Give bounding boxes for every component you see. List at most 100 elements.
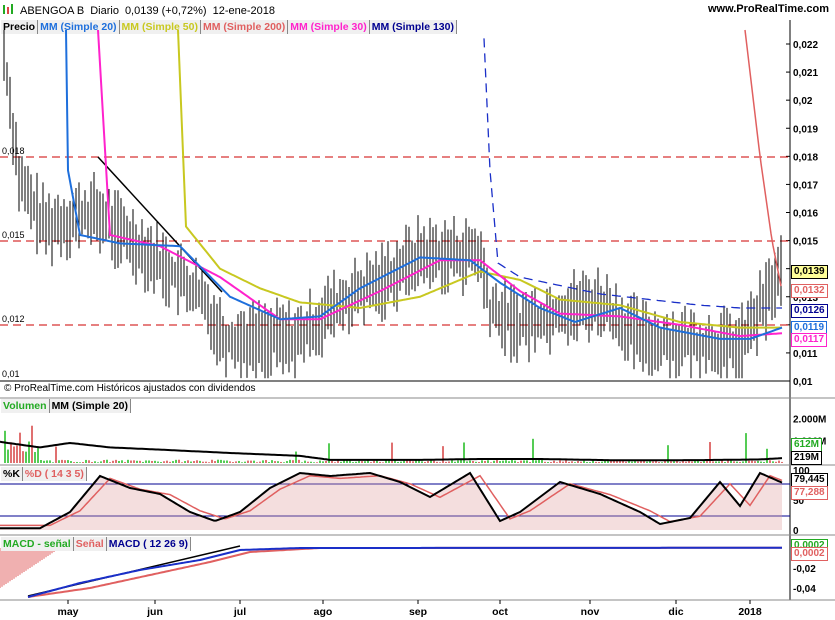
volume-bar (34, 452, 36, 463)
volume-bar (418, 460, 420, 463)
volume-bar (73, 462, 75, 463)
volume-bar (187, 460, 189, 463)
volume-bar (634, 460, 636, 463)
volume-bar (97, 462, 99, 463)
volume-bar (586, 462, 588, 463)
volume-bar (22, 451, 24, 463)
legend-stoch-d[interactable]: %D ( 14 3 5) (22, 467, 87, 481)
volume-bar (148, 460, 150, 463)
volume-bar (703, 461, 705, 463)
volume-bar (706, 459, 708, 463)
volume-bar (217, 459, 219, 463)
legend-stoch-k[interactable]: %K (1, 467, 23, 481)
legend-volume-ma[interactable]: MM (Simple 20) (49, 399, 131, 413)
volume-bar (250, 460, 252, 463)
last-price: 0,0139 (+0,72%) (124, 4, 207, 17)
volume-bar (175, 459, 177, 463)
volume-bar (520, 460, 522, 463)
volume-bar (652, 461, 654, 463)
volume-bar (742, 461, 744, 463)
volume-bar (730, 459, 732, 463)
volume-bar (544, 461, 546, 463)
volume-bar (487, 460, 489, 463)
volume-bar (553, 460, 555, 463)
month-label: may (57, 606, 78, 618)
legend-mm200[interactable]: MM (Simple 200) (200, 20, 289, 34)
volume-bar (139, 460, 141, 463)
volume-bar (469, 460, 471, 463)
legend-macd-hist[interactable]: MACD - señal (1, 537, 74, 551)
volume-bar (562, 461, 564, 463)
volume-bar (727, 460, 729, 463)
level-012: 0,012 (2, 314, 25, 324)
volume-bar (316, 462, 318, 463)
volume-bar (595, 461, 597, 463)
volume-bar (268, 462, 270, 463)
volume-bar (445, 461, 447, 463)
volume-bar (184, 461, 186, 463)
volume-bar (685, 461, 687, 463)
mm30-line (97, 29, 783, 338)
volume-bar (682, 460, 684, 463)
volume-bar (604, 459, 606, 463)
volume-bar (481, 460, 483, 463)
volume-bar (673, 461, 675, 463)
legend-price[interactable]: Precio (1, 20, 39, 34)
legend-macd-signal[interactable]: Señal (73, 537, 107, 551)
volume-bar (79, 462, 81, 463)
volume-bar (607, 460, 609, 463)
copyright: © ProRealTime.com Históricos ajustados c… (4, 383, 256, 394)
volume-bar (745, 433, 747, 463)
month-label: oct (492, 606, 508, 618)
volume-bar (649, 460, 651, 463)
volume-bar (688, 460, 690, 463)
volume-bar (283, 462, 285, 463)
volume-bar (484, 460, 486, 463)
volume-bar (475, 461, 477, 463)
volume-bar (646, 461, 648, 463)
volume-bar (589, 462, 591, 463)
volume-bar (385, 460, 387, 463)
volume-bar (127, 459, 129, 463)
site-link[interactable]: www.ProRealTime.com (707, 3, 829, 15)
volume-bar (136, 460, 138, 463)
volume-bar (550, 462, 552, 463)
legend-volume[interactable]: Volumen (1, 399, 50, 413)
month-label: 2018 (738, 606, 762, 618)
volume-bar (394, 460, 396, 463)
volume-bar (145, 460, 147, 463)
volume-bar (517, 462, 519, 463)
price-tick-label: 0,013 (793, 293, 818, 304)
volume-bar (532, 438, 534, 463)
volume-bar (739, 461, 741, 463)
price-tick-label: 0,018 (793, 152, 818, 163)
volume-bar (94, 461, 96, 463)
volume-bar (538, 459, 540, 463)
volume-bar (628, 460, 630, 463)
price-tick-label: 0,022 (793, 40, 818, 51)
volume-bar (457, 460, 459, 463)
volume-bar (526, 460, 528, 463)
legend-mm30[interactable]: MM (Simple 30) (288, 20, 370, 34)
volume-bar (40, 460, 42, 463)
volume-bar (733, 461, 735, 463)
volume-bar (325, 460, 327, 463)
volume-bar (121, 460, 123, 463)
volume-bar (556, 462, 558, 463)
volume-bar (421, 461, 423, 463)
legend-mm20[interactable]: MM (Simple 20) (38, 20, 120, 34)
legend-mm130[interactable]: MM (Simple 130) (369, 20, 457, 34)
volume-bar (31, 425, 33, 463)
volume-bar (289, 459, 291, 463)
volume-bar (631, 461, 633, 463)
volume-bar (571, 461, 573, 463)
volume-bar (16, 445, 18, 463)
volume-bar (451, 460, 453, 463)
volume-bar (85, 459, 87, 463)
volume-bar (619, 460, 621, 463)
legend-macd[interactable]: MACD ( 12 26 9) (106, 537, 192, 551)
volume-bar (247, 460, 249, 463)
price-tick-label: 0,017 (793, 180, 818, 191)
volume-bar (463, 442, 465, 463)
